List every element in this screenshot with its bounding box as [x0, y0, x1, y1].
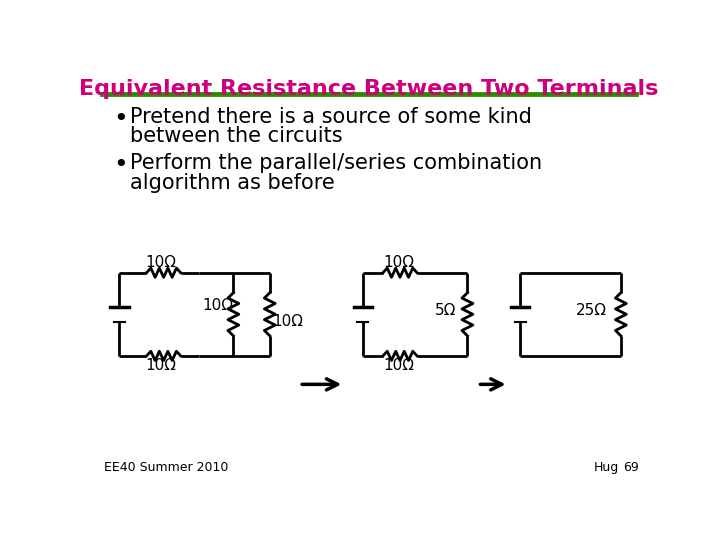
Text: Hug: Hug: [594, 462, 619, 475]
Text: Pretend there is a source of some kind: Pretend there is a source of some kind: [130, 107, 532, 127]
Text: Equivalent Resistance Between Two Terminals: Equivalent Resistance Between Two Termin…: [79, 79, 659, 99]
Text: Perform the parallel/series combination: Perform the parallel/series combination: [130, 153, 542, 173]
Text: 5Ω: 5Ω: [435, 303, 456, 318]
Text: 10Ω: 10Ω: [272, 314, 303, 329]
Text: EE40 Summer 2010: EE40 Summer 2010: [104, 462, 228, 475]
Text: algorithm as before: algorithm as before: [130, 173, 335, 193]
Text: 10Ω: 10Ω: [383, 255, 414, 269]
Text: 10Ω: 10Ω: [145, 255, 177, 269]
Text: •: •: [113, 107, 128, 131]
Text: 10Ω: 10Ω: [383, 358, 414, 373]
Text: 69: 69: [624, 462, 639, 475]
Text: •: •: [113, 153, 128, 177]
Text: between the circuits: between the circuits: [130, 126, 343, 146]
Text: 25Ω: 25Ω: [576, 303, 607, 318]
Text: 10Ω: 10Ω: [145, 358, 177, 373]
Text: 10Ω: 10Ω: [202, 298, 233, 313]
